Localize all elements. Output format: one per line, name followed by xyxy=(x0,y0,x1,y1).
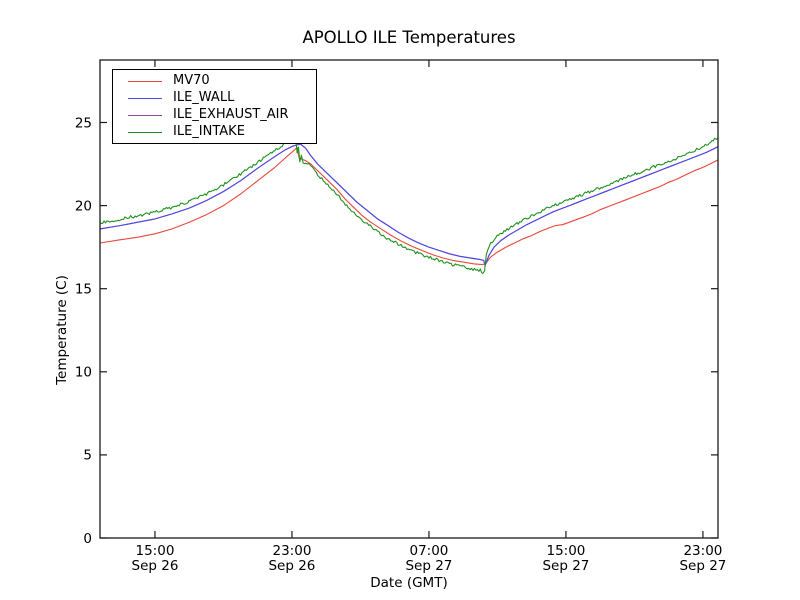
y-axis-label: Temperature (C) xyxy=(54,275,70,386)
legend-entry-ILE_WALL: ILE_WALL xyxy=(113,91,316,106)
legend-label: ILE_INTAKE xyxy=(173,124,245,139)
y-tick-label: 20 xyxy=(75,198,92,214)
series-line-ILE_WALL xyxy=(99,143,719,266)
x-tick-label-date: Sep 27 xyxy=(542,558,589,574)
legend-entry-MV70: MV70 xyxy=(113,74,316,89)
y-tick-label: 10 xyxy=(75,365,92,381)
legend-label: ILE_EXHAUST_AIR xyxy=(173,107,289,122)
legend-line-sample-MV70 xyxy=(128,80,162,82)
legend-entry-ILE_EXHAUST_AIR: ILE_EXHAUST_AIR xyxy=(113,108,316,123)
series-line-MV70 xyxy=(99,146,719,266)
x-tick-label-time: 07:00 xyxy=(409,543,448,559)
y-tick-label: 5 xyxy=(83,448,92,464)
y-tick-label: 25 xyxy=(75,115,92,131)
y-tick-label: 15 xyxy=(75,281,92,297)
legend-box: MV70 ILE_WALL ILE_EXHAUST_AIR ILE_INTAKE xyxy=(112,69,317,144)
series-line-ILE_EXHAUST_AIR xyxy=(99,143,719,266)
series-line-ILE_INTAKE xyxy=(99,133,719,275)
legend-label: ILE_WALL xyxy=(173,90,235,105)
x-tick-label-time: 23:00 xyxy=(273,543,312,559)
x-tick-label-time: 15:00 xyxy=(546,543,585,559)
x-tick-label-time: 23:00 xyxy=(683,543,722,559)
series-group xyxy=(99,133,719,275)
legend-line-sample-ILE_EXHAUST_AIR xyxy=(128,114,162,116)
x-tick-label-date: Sep 26 xyxy=(268,558,315,574)
x-tick-label-date: Sep 27 xyxy=(679,558,726,574)
y-tick-label: 0 xyxy=(83,531,92,547)
legend-label: MV70 xyxy=(173,73,210,88)
axes-frame xyxy=(99,59,719,539)
x-tick-label-date: Sep 27 xyxy=(405,558,452,574)
x-tick-label-date: Sep 26 xyxy=(132,558,179,574)
legend-line-sample-ILE_INTAKE xyxy=(128,131,162,133)
legend-entry-ILE_INTAKE: ILE_INTAKE xyxy=(113,125,316,140)
x-axis-label: Date (GMT) xyxy=(370,575,447,591)
x-tick-label-time: 15:00 xyxy=(136,543,175,559)
legend-line-sample-ILE_WALL xyxy=(128,97,162,99)
chart-title: APOLLO ILE Temperatures xyxy=(302,28,515,47)
